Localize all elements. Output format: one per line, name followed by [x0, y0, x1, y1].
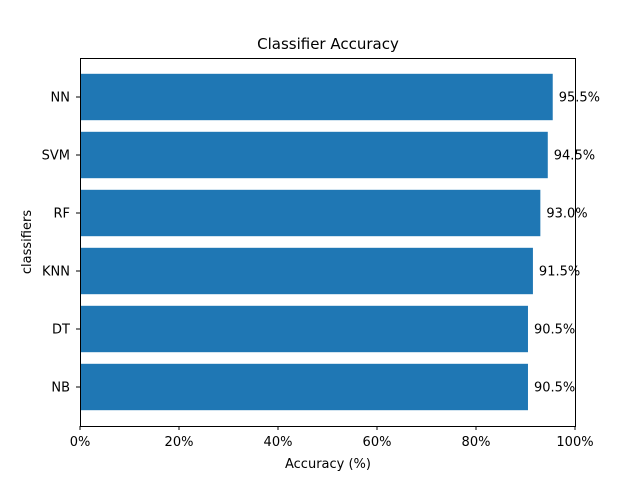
y-tick-label-nb: NB: [51, 381, 70, 396]
bar-svm: [80, 131, 548, 179]
y-tick-label-rf: RF: [53, 207, 70, 222]
bars-layer: [80, 73, 553, 411]
y-tick-label-knn: KNN: [42, 265, 70, 280]
bar-knn: [80, 247, 533, 295]
value-label-knn: 91.5%: [539, 265, 580, 280]
y-tick-label-nn: NN: [51, 91, 70, 106]
chart-title: Classifier Accuracy: [257, 35, 399, 53]
value-label-svm: 94.5%: [554, 149, 595, 164]
x-axis-ticks: 0% 20% 40% 60% 80% 100%: [70, 426, 594, 450]
bar-dt: [80, 305, 528, 353]
bar-nb: [80, 363, 528, 411]
y-tick-label-dt: DT: [52, 323, 70, 338]
y-tick-label-svm: SVM: [42, 149, 70, 164]
value-label-nn: 95.5%: [559, 91, 600, 106]
value-label-rf: 93.0%: [546, 207, 587, 222]
value-label-nb: 90.5%: [534, 381, 575, 396]
x-tick-label: 100%: [556, 435, 593, 450]
bar-nn: [80, 73, 553, 121]
x-tick-label: 0%: [70, 435, 91, 450]
value-label-dt: 90.5%: [534, 323, 575, 338]
bar-value-labels: 90.5% 90.5% 91.5% 93.0% 94.5% 95.5%: [534, 91, 600, 396]
y-axis-ticks: NB DT KNN RF SVM NN: [42, 91, 80, 396]
y-axis-label: classifiers: [20, 210, 35, 274]
bar-rf: [80, 189, 541, 237]
plot-frame: [80, 58, 576, 427]
x-tick-label: 40%: [264, 435, 293, 450]
x-tick-label: 60%: [363, 435, 392, 450]
x-tick-label: 80%: [462, 435, 491, 450]
x-tick-label: 20%: [165, 435, 194, 450]
x-axis-label: Accuracy (%): [285, 457, 371, 472]
